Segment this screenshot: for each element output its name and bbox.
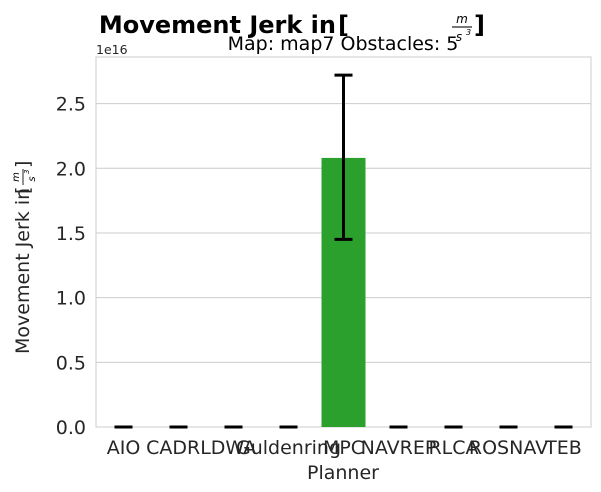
x-tick-label: NAVREP — [361, 437, 437, 459]
y-axis-label-bracket-close: ] — [12, 161, 34, 168]
x-tick-label: RLCA — [428, 437, 478, 459]
y-tick-label: 2.0 — [56, 158, 86, 180]
x-tick-label: ROSNAV — [469, 437, 548, 459]
x-tick-label: CADRL — [146, 437, 211, 459]
chart-subtitle: Map: map7 Obstacles: 5 — [228, 33, 459, 55]
y-offset-label: 1e16 — [96, 42, 128, 57]
x-tick-label: AIO — [107, 437, 141, 459]
title-unit-numerator: m — [456, 12, 468, 26]
x-axis-label: Planner — [307, 462, 379, 484]
y-tick-label: 2.5 — [56, 94, 86, 116]
y-axis-label-group: Movement Jerk in [ m s 3 ] — [11, 161, 38, 354]
x-tick-label: Guldenring — [236, 437, 341, 459]
x-tick-label: TEB — [544, 437, 582, 459]
y-axis-unit-numerator: m — [11, 172, 22, 182]
title-unit-denominator: s — [456, 30, 462, 44]
y-tick-label: 1.0 — [56, 288, 86, 310]
y-tick-label: 0.0 — [56, 417, 86, 439]
title-unit-fraction: m s 3 — [452, 12, 472, 44]
x-tick-label: DWA — [211, 437, 256, 459]
y-tick-label: 1.5 — [56, 223, 86, 245]
title-unit-exponent: 3 — [466, 28, 471, 37]
y-axis-label-bracket-open: [ — [12, 187, 34, 194]
y-axis-unit-denominator: s — [27, 176, 38, 181]
y-axis-unit-exponent: 3 — [23, 170, 31, 174]
chart-title: Movement Jerk in — [99, 11, 336, 39]
plot-area: 0.0 0.5 1.0 1.5 2.0 2.5 AIO CADRL DWAGuldenringM… — [56, 56, 592, 459]
y-axis-label: Movement Jerk in — [12, 188, 34, 354]
title-bracket-close: ] — [474, 11, 485, 39]
x-tick-label: MPC — [323, 437, 364, 459]
title-bracket-open: [ — [338, 11, 349, 39]
y-tick-label: 0.5 — [56, 352, 86, 374]
